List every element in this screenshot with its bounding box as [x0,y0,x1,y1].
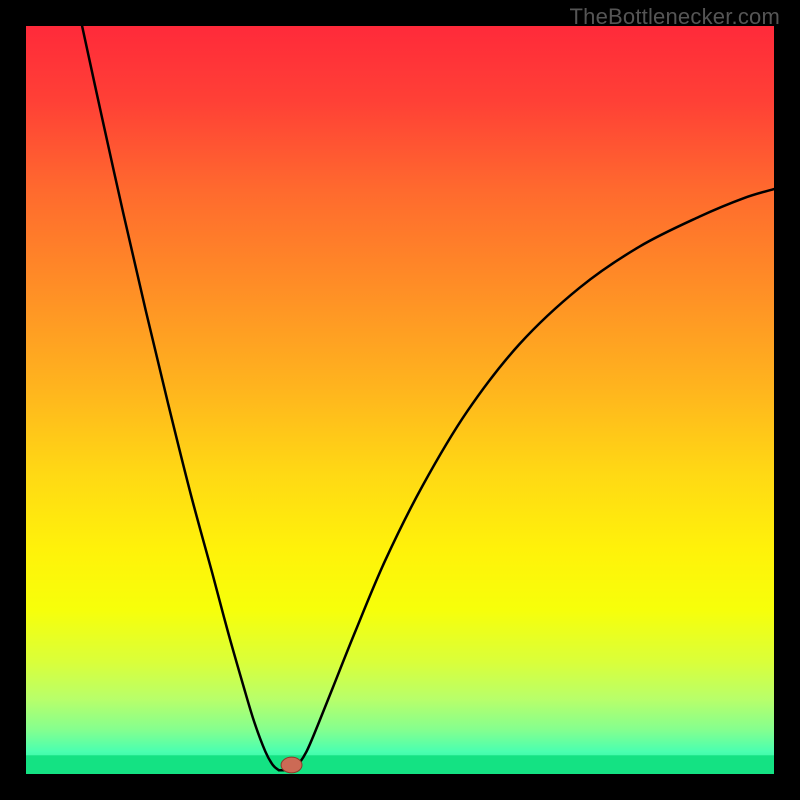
optimal-point-marker [281,757,302,773]
green-baseline-strip [26,755,774,774]
chart-frame: TheBottlenecker.com [0,0,800,800]
watermark-text: TheBottlenecker.com [570,4,780,30]
bottleneck-chart [0,0,800,800]
plot-background [26,26,774,774]
